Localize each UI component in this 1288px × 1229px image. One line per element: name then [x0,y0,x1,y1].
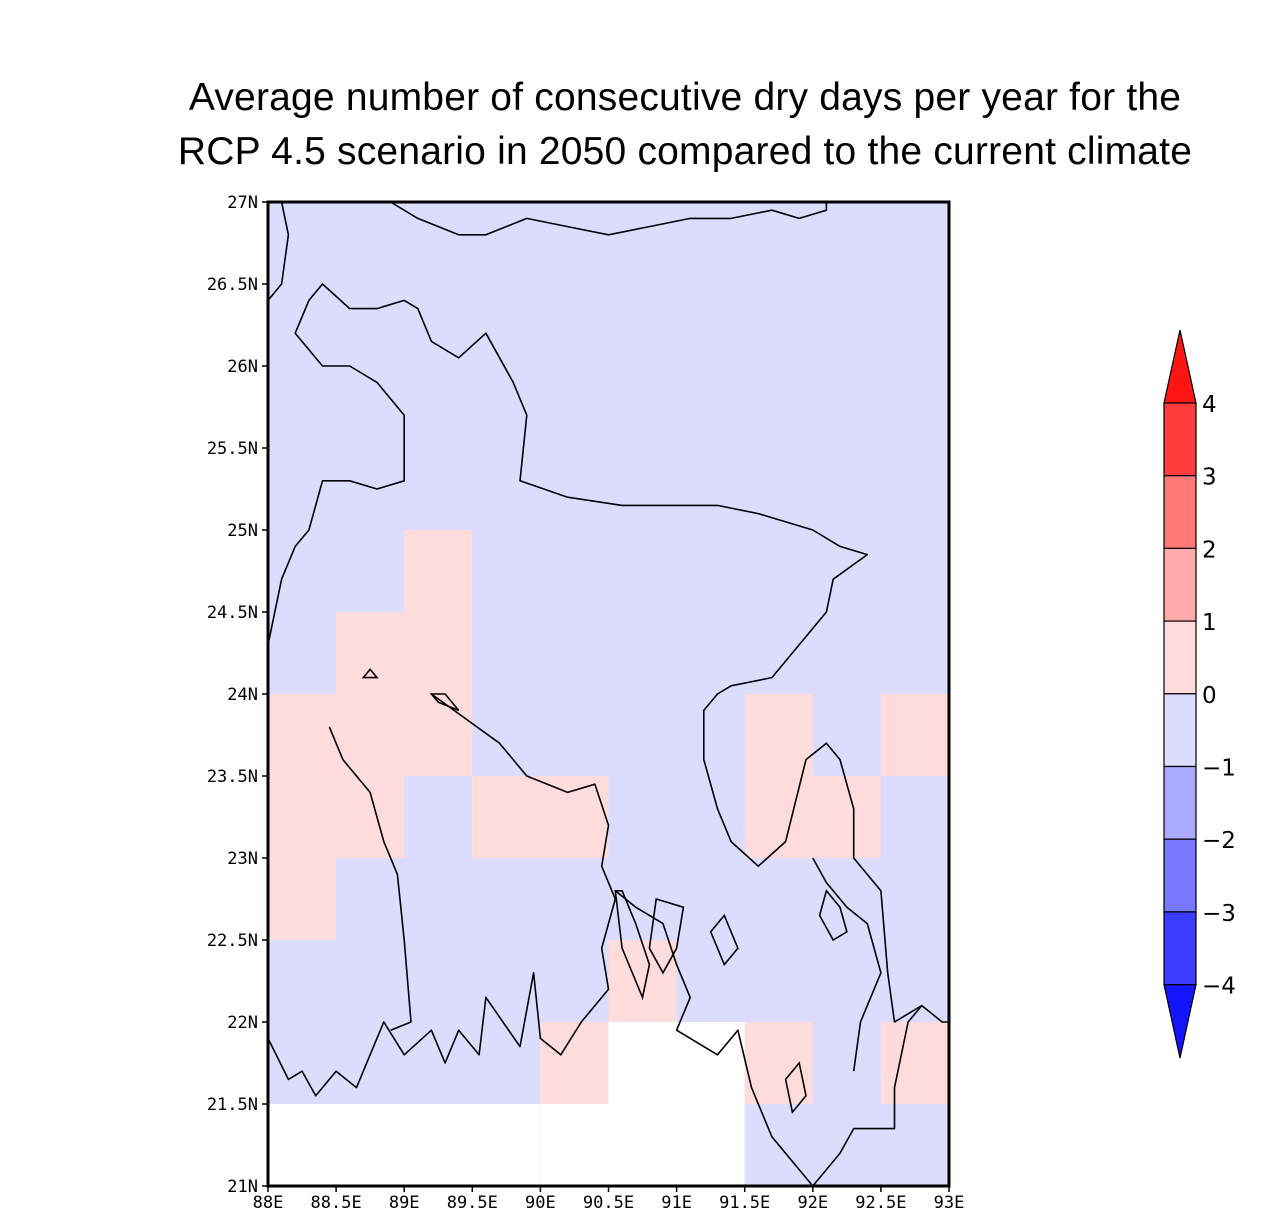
x-tick-label: 90E [525,1193,556,1213]
colorbar-label: 2 [1202,537,1217,563]
island-outline [709,913,739,967]
coastline [390,201,828,236]
coastline [614,890,814,1187]
coastline [267,693,617,1097]
colorbar-label: 4 [1202,392,1217,418]
heatmap-cell [472,776,609,858]
y-tick-label: 23N [227,849,258,869]
colorbar-segment [1163,475,1197,550]
y-axis: 21N 21.5N 22N 22.5N 23N 23.5N 24N 24.5N 25N 25.5N… [207,193,268,1197]
x-tick-label: 91E [661,1193,692,1213]
colorbar-label: −3 [1202,901,1236,927]
heatmap-cell [744,694,813,776]
coastline [812,857,882,1072]
y-tick-label: 26N [227,357,258,377]
heatmap-cell [268,776,405,858]
colorbar-segment [1163,765,1197,840]
colorbar-label: 0 [1202,683,1217,709]
y-tick-label: 25N [227,521,258,541]
colorbar-label: 1 [1202,610,1217,636]
colorbar-segment [1163,620,1197,695]
colorbar-segment [1163,547,1197,622]
colorbar-over-triangle [1163,329,1197,404]
chart-title-line-2: RCP 4.5 scenario in 2050 compared to the… [177,130,1193,173]
island-outline [614,890,651,1001]
y-tick-label: 24N [227,685,258,705]
heatmap-cell [268,1104,541,1186]
colorbar-segment [1163,911,1197,986]
y-tick-label: 24.5N [207,603,258,623]
y-tick-label: 23.5N [207,767,258,787]
coastline [328,726,412,1031]
y-tick-label: 25.5N [207,439,258,459]
y-tick-label: 26.5N [207,275,258,295]
y-tick-label: 22N [227,1013,258,1033]
chart-title-line-1: Average number of consecutive dry days p… [188,76,1182,119]
heatmap-cell [608,940,677,1022]
heatmap-cell [404,530,473,612]
coastline [267,201,290,301]
x-tick-label: 92.5E [855,1193,906,1213]
heatmap-cell [336,612,473,694]
colorbar-segment [1163,693,1197,768]
x-tick-label: 90.5E [583,1193,634,1213]
y-tick-label: 22.5N [207,931,258,951]
island-outline [648,897,685,975]
heatmap-cell [880,1022,949,1104]
colorbar-segment [1163,838,1197,913]
colorbar-segment [1163,402,1197,477]
x-tick-label: 93E [934,1193,965,1213]
x-tick-label: 88E [253,1193,284,1213]
x-tick-label: 88.5E [311,1193,362,1213]
x-tick-label: 91.5E [719,1193,770,1213]
x-tick-label: 89.5E [447,1193,498,1213]
colorbar-label: −4 [1202,974,1236,1000]
heatmap-cell [744,1022,813,1104]
y-tick-label: 27N [227,193,258,213]
colorbar: 4 3 2 1 0 −1 −2 −3 −4 [1163,329,1236,1059]
island-outline [784,1061,807,1114]
y-tick-label: 21.5N [207,1095,258,1115]
coastline-layer [267,201,949,1187]
colorbar-under-triangle [1163,983,1197,1059]
coastline [267,283,949,1023]
y-tick-label: 21N [227,1177,258,1197]
island-outline [429,693,460,712]
heatmap-cell [268,694,473,776]
colorbar-label: −1 [1202,756,1236,782]
x-axis: 88E 88.5E 89E 89.5E 90E 90.5E 91E 91.5E 92E 92.5E… [253,1186,965,1213]
colorbar-label: −2 [1202,828,1236,854]
coastline [812,1005,923,1187]
x-tick-label: 89E [389,1193,420,1213]
heatmap-cells [268,530,949,1186]
island-outline [818,889,848,942]
heatmap-cell [744,776,881,858]
island-outline [361,668,379,679]
heatmap-cell [268,858,337,940]
heatmap-cell [880,694,949,776]
heatmap-cell [540,1022,609,1104]
x-tick-label: 92E [797,1193,828,1213]
colorbar-label: 3 [1202,465,1217,491]
